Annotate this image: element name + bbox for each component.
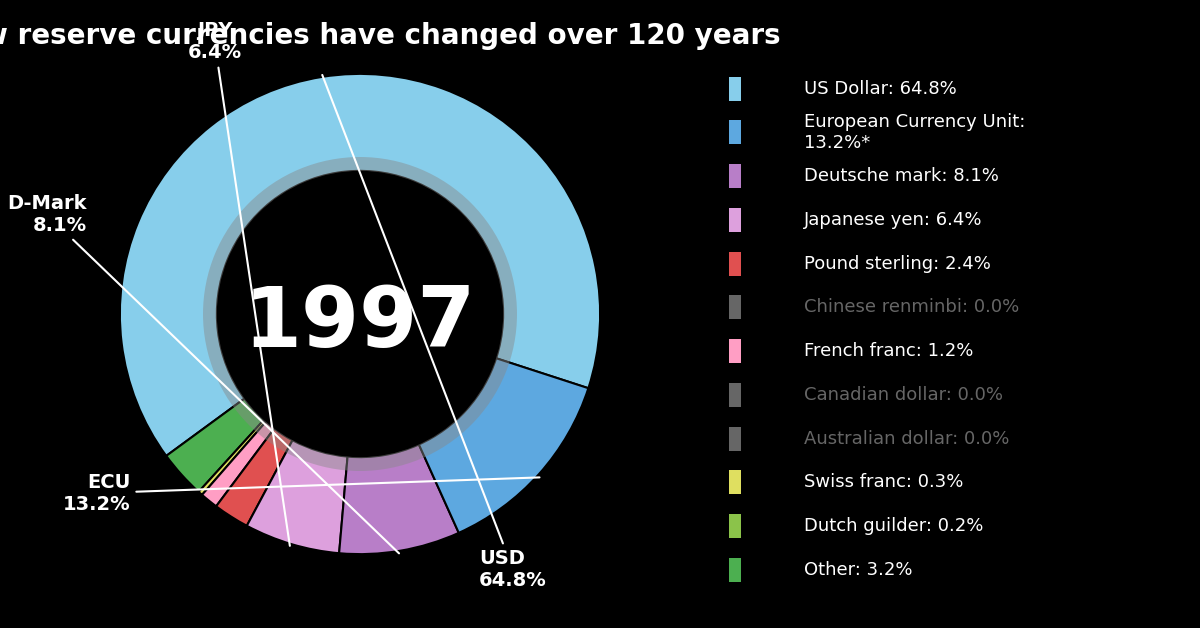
Text: Canadian dollar: 0.0%: Canadian dollar: 0.0% xyxy=(804,386,1003,404)
Text: Deutsche mark: 8.1%: Deutsche mark: 8.1% xyxy=(804,167,1000,185)
Text: ECU
13.2%: ECU 13.2% xyxy=(64,473,540,514)
FancyBboxPatch shape xyxy=(730,252,740,276)
Text: How reserve currencies have changed over 120 years: How reserve currencies have changed over… xyxy=(0,22,780,50)
Text: Other: 3.2%: Other: 3.2% xyxy=(804,561,913,579)
FancyBboxPatch shape xyxy=(730,383,740,407)
Wedge shape xyxy=(199,420,266,495)
FancyBboxPatch shape xyxy=(730,121,740,144)
FancyBboxPatch shape xyxy=(730,470,740,494)
Wedge shape xyxy=(202,422,275,506)
Text: Japanese yen: 6.4%: Japanese yen: 6.4% xyxy=(804,211,983,229)
FancyBboxPatch shape xyxy=(730,164,740,188)
FancyBboxPatch shape xyxy=(730,77,740,100)
Wedge shape xyxy=(203,157,517,471)
Text: Dutch guilder: 0.2%: Dutch guilder: 0.2% xyxy=(804,517,984,535)
Text: USD
64.8%: USD 64.8% xyxy=(323,75,547,590)
Text: Chinese renminbi: 0.0%: Chinese renminbi: 0.0% xyxy=(804,298,1020,317)
Text: French franc: 1.2%: French franc: 1.2% xyxy=(804,342,973,360)
Wedge shape xyxy=(216,429,293,526)
FancyBboxPatch shape xyxy=(730,514,740,538)
Text: 1997: 1997 xyxy=(244,283,476,364)
Text: US Dollar: 64.8%: US Dollar: 64.8% xyxy=(804,80,956,98)
FancyBboxPatch shape xyxy=(730,339,740,363)
FancyBboxPatch shape xyxy=(730,208,740,232)
Wedge shape xyxy=(120,74,600,456)
Text: European Currency Unit:
13.2%*: European Currency Unit: 13.2%* xyxy=(804,113,1026,152)
Wedge shape xyxy=(167,399,264,492)
Text: Swiss franc: 0.3%: Swiss franc: 0.3% xyxy=(804,474,964,492)
Text: Australian dollar: 0.0%: Australian dollar: 0.0% xyxy=(804,430,1009,448)
Text: Pound sterling: 2.4%: Pound sterling: 2.4% xyxy=(804,255,991,273)
FancyBboxPatch shape xyxy=(730,426,740,451)
FancyBboxPatch shape xyxy=(730,558,740,582)
Text: JPY
6.4%: JPY 6.4% xyxy=(187,21,290,546)
Wedge shape xyxy=(247,440,348,553)
FancyBboxPatch shape xyxy=(730,295,740,320)
Text: D-Mark
8.1%: D-Mark 8.1% xyxy=(7,194,400,553)
Wedge shape xyxy=(340,445,458,554)
Wedge shape xyxy=(419,358,588,533)
